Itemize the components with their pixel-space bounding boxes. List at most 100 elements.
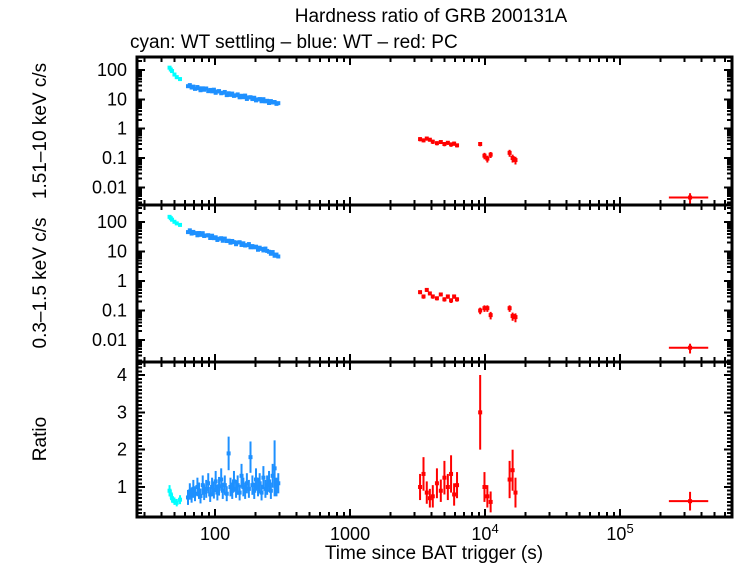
data-point-pc	[513, 156, 518, 165]
data-point-pc	[421, 457, 426, 491]
data-point-pc	[478, 307, 483, 315]
data-point-wt	[192, 86, 197, 91]
data-point-wt-settling	[170, 217, 175, 222]
data-point-wt-settling	[178, 222, 183, 227]
ytick-label: 10	[107, 242, 127, 262]
panel-ratio-frame	[135, 360, 734, 519]
data-point-wt	[220, 482, 225, 499]
data-point-pc	[434, 296, 439, 301]
data-point-wt	[270, 250, 275, 255]
xtick-label: 1000	[330, 524, 370, 544]
data-point-wt	[257, 473, 262, 494]
data-point-pc	[485, 485, 490, 508]
data-point-wt	[204, 233, 209, 238]
data-point-wt	[241, 477, 246, 497]
data-point-pc	[452, 141, 457, 146]
data-point-wt	[220, 90, 225, 95]
data-point-wt	[217, 236, 222, 241]
data-point-wt	[231, 93, 236, 98]
data-point-wt	[217, 89, 222, 94]
data-point-wt	[204, 86, 209, 91]
data-point-wt	[246, 479, 251, 498]
y-axis-label-ratio: Ratio	[30, 417, 51, 461]
ytick-label: 1	[117, 477, 127, 497]
data-point-wt	[261, 248, 266, 253]
ytick-label: 100	[97, 60, 127, 80]
data-point-pc	[482, 305, 487, 312]
data-point-wt	[276, 101, 281, 106]
data-point-wt	[211, 481, 216, 499]
data-point-pc	[424, 136, 429, 141]
data-point-wt	[204, 479, 209, 498]
series-pc	[418, 287, 709, 354]
data-point-pc	[507, 305, 512, 312]
data-point-wt	[243, 93, 248, 98]
data-point-pc	[430, 294, 435, 299]
data-point-wt	[252, 482, 257, 499]
data-point-wt	[224, 486, 229, 502]
data-point-wt	[198, 488, 203, 504]
data-point-pc	[430, 139, 435, 144]
panel-hard-ticks	[137, 57, 732, 205]
data-point-wt-settling	[170, 493, 175, 503]
chart-title: Hardness ratio of GRB 200131A	[295, 6, 568, 27]
data-point-wt	[234, 479, 239, 498]
data-point-pc	[482, 152, 487, 160]
series-wt	[185, 83, 281, 106]
series-wt	[185, 436, 281, 505]
data-point-wt	[213, 470, 218, 492]
series-pc	[418, 375, 709, 513]
data-point-pc	[455, 143, 460, 148]
panel-ratio: 4 3 2 1 100 1000 104 105	[117, 360, 734, 544]
data-point-pc	[507, 460, 512, 499]
data-point-wt	[228, 477, 233, 497]
data-point-pc	[478, 141, 483, 147]
data-point-wt	[239, 463, 244, 488]
data-point-wt	[244, 473, 249, 494]
y-axis-label-soft: 0.3–1.5 keV c/s	[30, 218, 51, 349]
data-point-pc	[482, 472, 487, 502]
data-point-wt	[265, 475, 270, 495]
ytick-label: 100	[97, 212, 127, 232]
data-point-wt	[259, 484, 264, 501]
series-wt-settling	[167, 485, 183, 507]
data-point-pc	[438, 292, 443, 297]
data-point-pc	[452, 483, 457, 506]
panel-ratio-ytick-labels: 4 3 2 1	[117, 365, 127, 497]
data-point-wt	[222, 475, 227, 495]
ytick-label: 0.01	[92, 330, 127, 350]
data-point-wt	[226, 436, 231, 471]
data-point-pc	[668, 343, 709, 354]
data-point-wt	[230, 482, 235, 499]
series-wt	[185, 228, 281, 259]
panel-soft: 100 10 1 0.1 0.01	[92, 203, 734, 364]
data-point-wt	[261, 466, 266, 490]
data-point-pc	[478, 375, 483, 450]
ytick-label: 3	[117, 402, 127, 422]
data-point-wt	[231, 240, 236, 245]
xtick-labels: 100 1000 104 105	[200, 521, 634, 544]
y-axis-label-hard: 1.51–10 keV c/s	[30, 63, 51, 199]
data-point-wt-settling	[170, 69, 175, 74]
data-point-pc	[507, 149, 512, 157]
panel-hard-frame	[135, 55, 734, 207]
chart-subtitle-legend: cyan: WT settling – blue: WT – red: PC	[130, 32, 458, 53]
data-point-pc	[485, 155, 490, 163]
data-point-wt	[195, 477, 200, 497]
data-point-pc	[445, 140, 450, 145]
data-point-pc	[513, 313, 518, 323]
xtick-label: 100	[200, 524, 230, 544]
data-point-pc	[449, 142, 454, 147]
data-point-wt	[276, 254, 281, 259]
ytick-label: 2	[117, 440, 127, 460]
data-point-wt	[274, 477, 279, 497]
data-point-pc	[424, 481, 429, 504]
ytick-label: 0.1	[102, 301, 127, 321]
ytick-label: 4	[117, 365, 127, 385]
data-point-wt-settling	[178, 495, 183, 505]
panel-soft-ytick-labels: 100 10 1 0.1 0.01	[92, 212, 127, 350]
data-point-wt	[244, 243, 249, 248]
data-point-pc	[510, 312, 515, 321]
panels-container: 100 10 1 0.1 0.01 100 10 1 0.1 0.01 4 3 2 1 100 1000 104…	[92, 55, 734, 544]
